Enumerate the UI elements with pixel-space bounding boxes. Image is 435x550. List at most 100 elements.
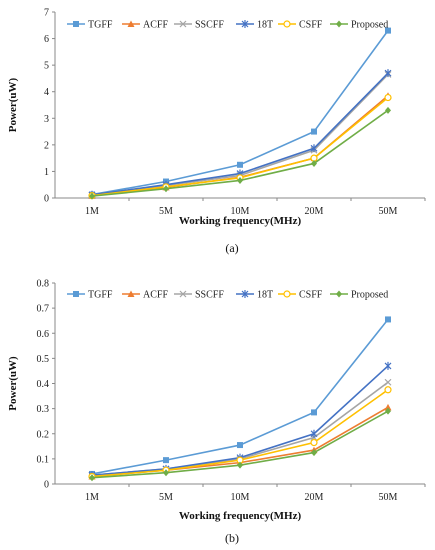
data-point (385, 27, 391, 34)
legend-item: Proposed (330, 290, 388, 301)
legend-label: 18T (257, 20, 273, 31)
data-point (385, 407, 391, 415)
data-point (237, 442, 243, 449)
data-point (163, 457, 169, 464)
legend-marker (336, 290, 342, 298)
legend-item: 18T (236, 20, 273, 31)
legend-marker (179, 20, 187, 28)
legend-item: CSFF (278, 290, 323, 301)
data-point (384, 403, 392, 411)
chart-panel-b: 0 0.1 0.2 0.3 0.4 0.5 0.6 0.7 0.8 1M 5M 10M 20M 50M Wo… (7, 279, 426, 545)
legend-label: 18T (257, 290, 273, 301)
legend-label: Proposed (351, 290, 388, 301)
x-tick-label: 20M (305, 206, 324, 217)
y-tick-label: 5 (44, 61, 49, 72)
y-tick-label: 2 (44, 140, 49, 151)
x-tick-label: 1M (85, 492, 99, 503)
data-point (385, 316, 391, 323)
legend-marker (127, 20, 135, 27)
legend-item: TGFF (67, 20, 113, 31)
y-tick-label: 6 (44, 34, 49, 45)
data-point (163, 469, 169, 477)
legend-item: CSFF (278, 20, 323, 31)
legend-label: CSFF (299, 20, 323, 31)
legend-marker (241, 290, 249, 298)
y-tick-label: 0.5 (37, 354, 50, 365)
legend-item: TGFF (67, 290, 113, 301)
data-point (237, 161, 243, 168)
legend-item: SSCFF (174, 20, 224, 31)
series-proposed (89, 106, 391, 200)
legend-label: Proposed (351, 20, 388, 31)
data-point (384, 93, 392, 102)
legend-marker (283, 290, 291, 298)
data-point (311, 159, 317, 167)
data-point (237, 461, 243, 469)
y-axis-title: Power(uW) (7, 77, 19, 132)
panel-label: (b) (225, 531, 239, 545)
y-tick-label: 3 (44, 114, 49, 125)
data-point (384, 361, 392, 370)
y-tick-label: 0 (44, 480, 49, 491)
x-tick-label: 50M (379, 206, 398, 217)
legend-marker (127, 290, 135, 297)
x-tick-label: 10M (231, 492, 250, 503)
data-point (384, 386, 392, 394)
data-point (311, 128, 317, 135)
legend-marker (336, 20, 342, 28)
y-tick-label: 0.4 (37, 379, 50, 390)
panel-label: (a) (225, 241, 238, 255)
x-tick-label: 5M (159, 206, 173, 217)
legend-label: ACFF (143, 290, 168, 301)
data-point (384, 378, 392, 386)
y-tick-label: 7 (44, 8, 49, 19)
data-point (310, 144, 318, 153)
x-tick-label: 1M (85, 206, 99, 217)
x-axis-title: Working frequency(MHz) (179, 510, 302, 522)
legend-item: 18T (236, 290, 273, 301)
legend-marker (283, 20, 291, 28)
y-tick-label: 4 (44, 87, 49, 98)
data-point (385, 106, 391, 114)
data-point (163, 185, 169, 193)
legend-item: ACFF (122, 20, 168, 31)
y-tick-label: 0 (44, 194, 49, 205)
series-line (91, 318, 389, 475)
legend-item: SSCFF (174, 290, 224, 301)
x-axis-title: Working frequency(MHz) (179, 215, 302, 227)
series-tgff (89, 316, 391, 477)
x-tick-label: 5M (159, 492, 173, 503)
y-tick-label: 0.1 (37, 454, 50, 465)
y-tick-label: 0.8 (37, 279, 50, 290)
legend-item: ACFF (122, 290, 168, 301)
legend-item: Proposed (330, 20, 388, 31)
x-tick-label: 10M (231, 206, 250, 217)
y-axis-title: Power(uW) (7, 356, 19, 411)
legend: TGFF ACFF SSCFF 18T CSFF Proposed (67, 20, 388, 31)
data-point (89, 192, 95, 200)
data-point (310, 438, 318, 447)
data-point (311, 409, 317, 416)
legend-marker (179, 290, 187, 298)
legend: TGFF ACFF SSCFF 18T CSFF Proposed (67, 290, 388, 301)
legend-label: ACFF (143, 20, 168, 31)
legend-marker (73, 291, 79, 297)
data-point (89, 474, 95, 482)
data-point (311, 449, 317, 457)
legend-label: CSFF (299, 290, 323, 301)
legend-label: TGFF (88, 290, 113, 301)
x-tick-label: 20M (305, 492, 324, 503)
legend-label: SSCFF (195, 20, 224, 31)
legend-marker (241, 20, 249, 28)
series-csff (88, 386, 392, 481)
legend-label: SSCFF (195, 290, 224, 301)
data-point (310, 429, 318, 438)
y-tick-label: 0.7 (37, 304, 50, 315)
legend-marker (73, 21, 79, 27)
y-tick-label: 1 (44, 167, 49, 178)
y-tick-label: 0.3 (37, 404, 50, 415)
chart-panel-a: 0 1 2 3 4 5 6 7 1M 5M 10M 20M 50M Working frequency(M… (7, 8, 426, 255)
y-tick-label: 0.2 (37, 429, 50, 440)
series-proposed (89, 407, 391, 482)
